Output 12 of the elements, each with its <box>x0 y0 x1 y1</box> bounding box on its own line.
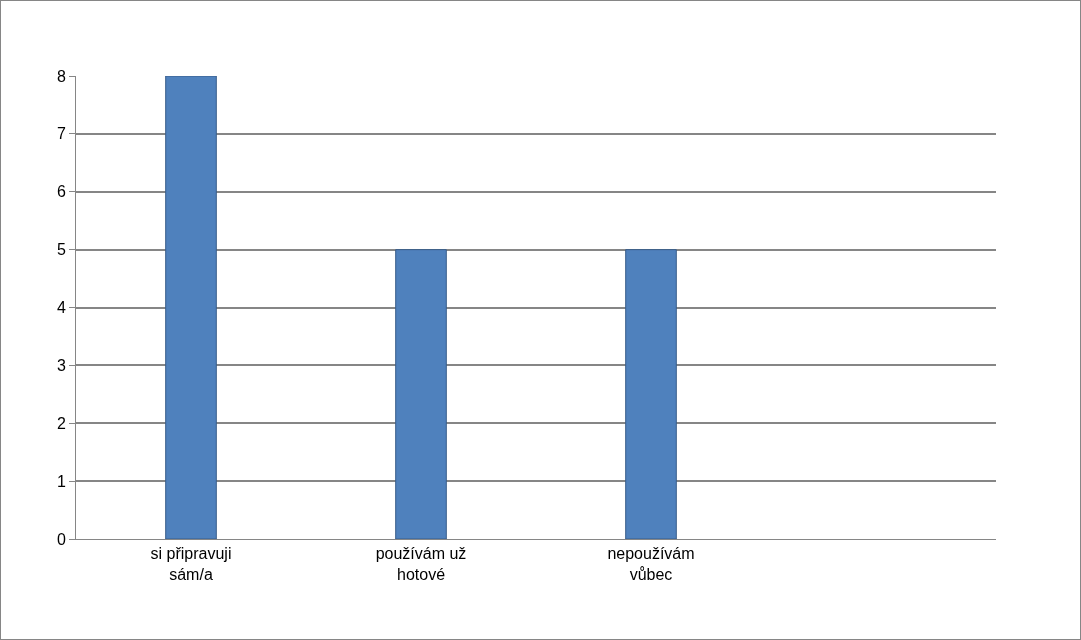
y-tick-label: 1 <box>56 472 66 490</box>
y-tick-label: 6 <box>56 183 66 201</box>
y-tick-label: 2 <box>56 414 66 432</box>
x-tick-label: nepoužívám vůbec <box>607 545 695 583</box>
y-tick-label: 0 <box>56 530 66 548</box>
y-tick-label: 7 <box>56 125 66 143</box>
y-tick-label: 4 <box>56 299 66 317</box>
y-tick-label: 3 <box>56 356 66 374</box>
y-tick-label: 8 <box>56 67 66 85</box>
y-tick-label: 5 <box>56 241 66 259</box>
x-tick-label: si připravuji sám/a <box>150 545 232 583</box>
x-tick-label: používám už hotové <box>375 545 467 583</box>
